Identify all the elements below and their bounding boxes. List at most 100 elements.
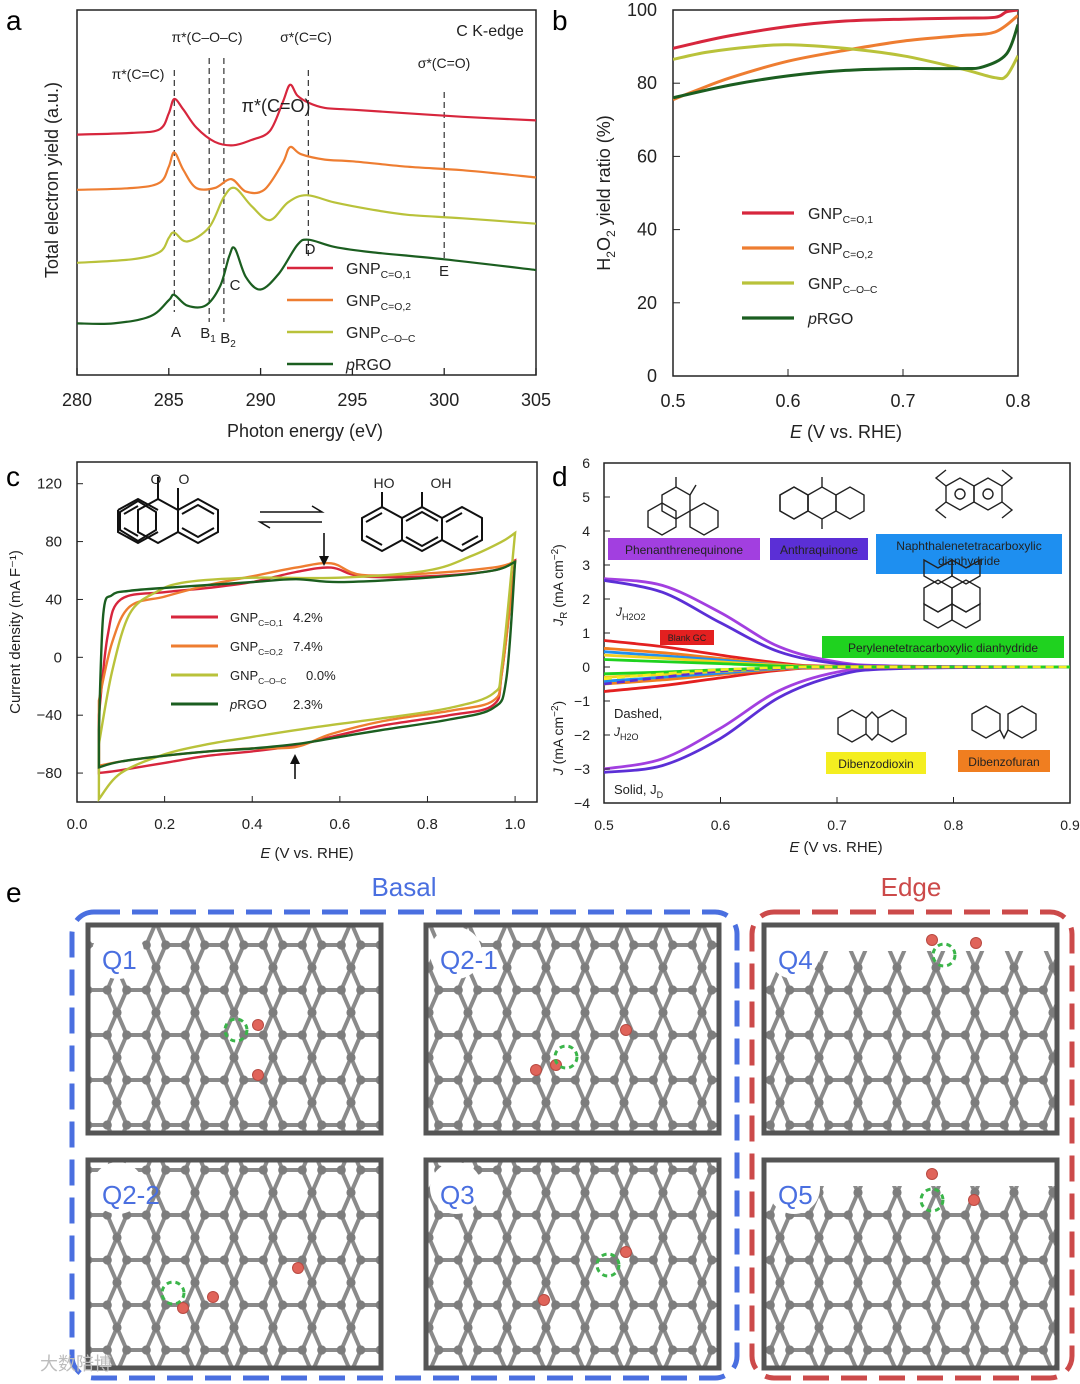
panel-c-xtick-label-1: 0.2 (154, 816, 175, 833)
panel-c-arrow-up-peak (319, 533, 329, 566)
tile-frame-5 (761, 1157, 1060, 1371)
tile-5-oxygen-1 (968, 1194, 980, 1206)
panel-c-legend-label-0: GNPC=O,1 (230, 610, 283, 628)
panel-a-series-2 (77, 186, 536, 264)
label-box-dibenzofuran (958, 750, 1050, 772)
label-jh2o2: JH2O2 (615, 605, 646, 622)
tile-4-site-marker (595, 1252, 621, 1278)
panel-b-series-0 (673, 10, 1018, 50)
panel-a-series (77, 83, 536, 326)
panel-b-xtick-label-3: 0.8 (1005, 391, 1030, 411)
label-phenanthrenequinone: Phenanthrenequinone (625, 543, 743, 557)
panel-c-legend-label-3: pRGO (229, 697, 267, 712)
tile-3-oxygen-0 (292, 1262, 304, 1274)
panel-c-arrow-down-peak (290, 754, 300, 779)
label-blank-gc: Blank GC (668, 633, 707, 643)
panel-b-legend: GNPC=O,1 GNPC=O,2 GNPC–O–C pRGO (742, 206, 878, 328)
tile-q3: Q3 (423, 1157, 722, 1371)
panel-a-feature-label-5: E (439, 263, 449, 280)
panel-a-xtick-label-4: 300 (429, 390, 459, 410)
label-box-blank-gc (660, 630, 714, 645)
panel-label-d: d (552, 461, 568, 492)
panel-d-ytick-label-5: 1 (582, 625, 590, 641)
label-dibenzodioxin: Dibenzodioxin (838, 757, 913, 771)
tile-3-site-marker (160, 1280, 186, 1306)
tile-label-bg-0 (92, 927, 144, 979)
panel-c-legend-label-2: GNPC–O–C (230, 668, 286, 686)
panel-c-series-3 (97, 559, 517, 769)
panel-c-series-0 (97, 558, 517, 775)
panel-d-ytick-label-2: −2 (574, 727, 590, 743)
panel-label-c: c (6, 461, 20, 492)
panel-a-chart: 280 285 290 295 300 305 π*(C=C) π*(C–O–C) σ*(C=… (42, 9, 551, 441)
phenanthrenequinone-structure (117, 477, 219, 545)
tile-lattice-group-3 (88, 1160, 381, 1368)
molecule-o-left-1: O (151, 471, 162, 487)
tile-lattice-group-5 (764, 1160, 1057, 1368)
panel-a-xtick-label-2: 290 (246, 390, 276, 410)
basal-group-label: Basal (371, 872, 436, 902)
panel-d-series (604, 577, 1070, 774)
panel-b-xtick-label-0: 0.5 (660, 391, 685, 411)
panel-e-tiles: Q1 Q2-1 Q4 Q2-2 Q3 Q5 (85, 922, 1060, 1371)
panel-b-ytick-label-2: 40 (637, 220, 657, 240)
panel-c-ticks: 0.0 0.2 0.4 0.6 0.8 1.0 −80 −40 0 40 80 120 (37, 476, 526, 833)
panel-a-xlabel: Photon energy (eV) (227, 421, 383, 441)
panel-a-legend: GNPC=O,1 GNPC=O,2 GNPC–O–C pRGO (287, 261, 416, 374)
tile-2-site-marker (931, 942, 957, 968)
panel-d-xtick-label-3: 0.8 (944, 817, 964, 833)
tile-5-site-marker (919, 1187, 945, 1213)
panel-a-peak-label-1: π*(C–O–C) (171, 29, 242, 45)
panel-c-frame (76, 461, 538, 803)
panel-a-peak-label-mid: π*(C=O) (242, 96, 311, 116)
panel-d-xtick-label-4: 0.9 (1060, 817, 1080, 833)
tile-1-oxygen-1 (530, 1064, 542, 1076)
panel-c-series-2 (97, 530, 517, 802)
panel-a-xtick-label-0: 280 (62, 390, 92, 410)
panel-a-peak-label-0: π*(C=C) (112, 66, 165, 82)
panel-c-legend-label-1: GNPC=O,2 (230, 639, 283, 657)
edge-group-label: Edge (881, 872, 942, 902)
tile-q1: Q1 (85, 922, 384, 1136)
panel-c-ytick-label-0: −80 (37, 765, 62, 782)
panel-a-peak-labels: π*(C=C) π*(C–O–C) σ*(C=C) σ*(C=O) π*(C=O) (112, 29, 471, 116)
label-box-ntcda (876, 534, 1062, 574)
panel-a-feature-label-4: D (305, 241, 316, 258)
panel-b-ticks: 0.5 0.6 0.7 0.8 0 20 40 60 80 100 (627, 0, 1031, 411)
panel-c-ylabel: Current density (mA F⁻¹) (7, 550, 24, 714)
panel-a-legend-label-0: GNPC=O,1 (346, 261, 411, 281)
tile-lattice-group-2 (764, 925, 1057, 1133)
tile-0-oxygen-1 (252, 1069, 264, 1081)
panel-b-ytick-label-5: 100 (627, 0, 657, 20)
panel-d-ytick-label-7: 3 (582, 557, 590, 573)
tile-4-oxygen-1 (538, 1294, 550, 1306)
panel-c-ytick-label-2: 0 (54, 649, 62, 666)
tile-label-bg-5 (768, 1162, 820, 1214)
panel-d-xtick-label-0: 0.5 (594, 817, 614, 833)
panel-a-feature-label-2: B2 (220, 330, 236, 350)
panel-a-peak-label-2: σ*(C=C) (280, 29, 332, 45)
panel-a-xtick-label-5: 305 (521, 390, 551, 410)
tile-2-oxygen-1 (970, 937, 982, 949)
panel-b-chart: 0.5 0.6 0.7 0.8 0 20 40 60 80 100 E (V vs. RHE) H… (594, 0, 1031, 442)
panel-b-series-3 (673, 24, 1018, 100)
molecule-ho: HO (374, 475, 395, 491)
tile-lattice-group-4 (426, 1160, 719, 1368)
basal-group-frame (69, 909, 740, 1381)
tile-lattice-5 (764, 1186, 1057, 1368)
panel-a-peak-label-3: σ*(C=O) (418, 55, 471, 71)
label-box-phenanthrenequinone (608, 538, 760, 560)
panel-d-ytick-label-0: −4 (574, 795, 590, 811)
edge-group-frame (749, 909, 1075, 1381)
panel-c-ytick-label-4: 80 (45, 534, 62, 551)
panel-b-series-2 (673, 43, 1018, 81)
panel-a-feature-labels: A B1 B2 C D E (171, 241, 449, 350)
panel-b-series-1 (673, 14, 1018, 102)
panel-b-ytick-label-3: 60 (637, 146, 657, 166)
panel-d-xtick-label-2: 0.7 (827, 817, 847, 833)
panel-b-legend-label-3: pRGO (807, 311, 853, 328)
tile-3-oxygen-2 (207, 1291, 219, 1303)
panel-c-xtick-label-3: 0.6 (329, 816, 350, 833)
panel-c-chart: 0.0 0.2 0.4 0.6 0.8 1.0 −80 −40 0 40 80 120 E (V vs… (7, 461, 538, 862)
panel-b-xtick-label-2: 0.7 (890, 391, 915, 411)
